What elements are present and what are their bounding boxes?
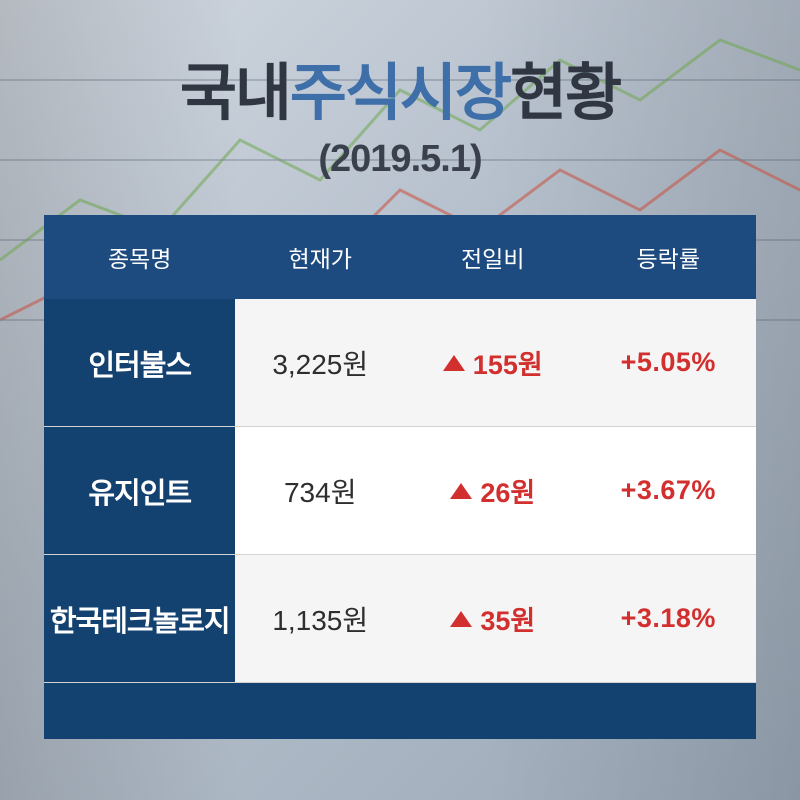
table-row: 인터불스 3,225원 155원 +5.05% <box>44 299 756 427</box>
stock-name: 한국테크놀로지 <box>44 555 235 682</box>
stock-name: 유지인트 <box>44 427 235 554</box>
col-header-name: 종목명 <box>44 215 235 299</box>
stock-price: 734원 <box>235 427 405 554</box>
change-value: 35원 <box>480 599 535 638</box>
stock-change: 35원 <box>405 555 581 682</box>
triangle-up-icon <box>450 483 472 499</box>
table-row: 유지인트 734원 26원 +3.67% <box>44 427 756 555</box>
triangle-up-icon <box>443 355 465 371</box>
table-header: 종목명 현재가 전일비 등락률 <box>44 215 756 299</box>
title-part3: 현황 <box>510 59 620 128</box>
date-label: (2019.5.1) <box>44 138 756 181</box>
table-footer <box>44 683 756 739</box>
stock-price: 3,225원 <box>235 299 405 426</box>
col-header-price: 현재가 <box>235 215 405 299</box>
col-header-change: 전일비 <box>405 215 581 299</box>
title-part1: 국내 <box>180 59 290 128</box>
table-row: 한국테크놀로지 1,135원 35원 +3.18% <box>44 555 756 683</box>
col-header-rate: 등락률 <box>581 215 757 299</box>
stock-rate: +3.18% <box>581 555 757 682</box>
triangle-up-icon <box>450 611 472 627</box>
page-title: 국내주식시장현황 <box>44 42 756 132</box>
stock-rate: +3.67% <box>581 427 757 554</box>
stock-name: 인터불스 <box>44 299 235 426</box>
stock-price: 1,135원 <box>235 555 405 682</box>
change-value: 26원 <box>480 471 535 510</box>
stock-change: 155원 <box>405 299 581 426</box>
stock-rate: +5.05% <box>581 299 757 426</box>
stock-table: 종목명 현재가 전일비 등락률 인터불스 3,225원 155원 +5.05% … <box>44 215 756 762</box>
title-part2: 주식시장 <box>290 59 510 128</box>
stock-change: 26원 <box>405 427 581 554</box>
change-value: 155원 <box>473 343 543 382</box>
